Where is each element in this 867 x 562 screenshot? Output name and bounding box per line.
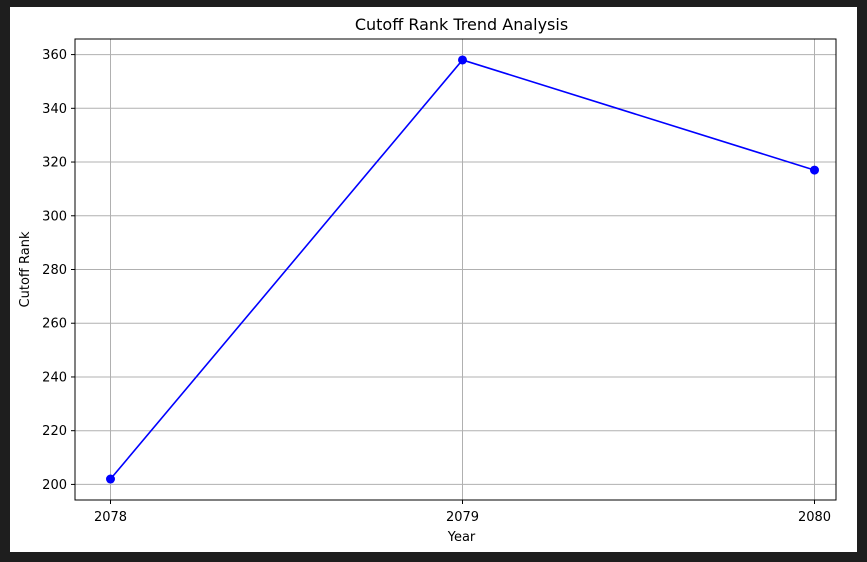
y-tick-label: 240 bbox=[42, 370, 67, 385]
data-point bbox=[458, 55, 467, 65]
grid bbox=[75, 39, 836, 500]
y-tick-label: 360 bbox=[42, 48, 67, 63]
y-tick-label: 260 bbox=[42, 317, 67, 332]
y-tick-label: 340 bbox=[42, 102, 67, 117]
x-tick-label: 2080 bbox=[798, 510, 831, 525]
x-tick-label: 2079 bbox=[446, 510, 479, 525]
y-tick-label: 320 bbox=[42, 156, 67, 171]
y-tick-label: 200 bbox=[42, 478, 67, 493]
y-tick-label: 280 bbox=[42, 263, 67, 278]
axis-ticks: 2078 2079 2080 200 220 240 260 280 300 320 340 360 bbox=[42, 48, 831, 525]
y-tick-label: 300 bbox=[42, 209, 67, 224]
series bbox=[106, 55, 819, 484]
x-axis-label: Year bbox=[447, 530, 476, 545]
data-point bbox=[810, 165, 819, 175]
y-axis-label: Cutoff Rank bbox=[18, 231, 33, 307]
y-tick-label: 220 bbox=[42, 424, 67, 439]
x-tick-label: 2078 bbox=[94, 510, 127, 525]
data-point bbox=[106, 474, 115, 484]
chart-title: Cutoff Rank Trend Analysis bbox=[355, 15, 568, 34]
figure-canvas bbox=[10, 7, 857, 552]
